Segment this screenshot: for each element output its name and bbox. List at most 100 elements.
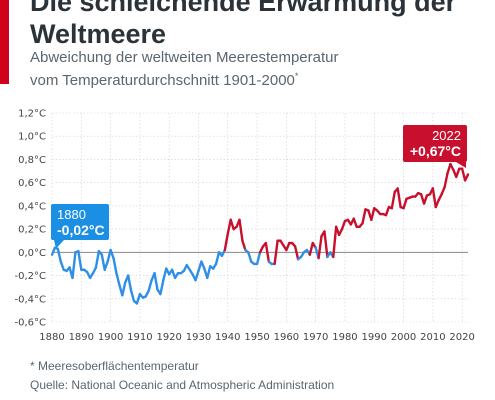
series-segment xyxy=(422,194,429,205)
temperature-series xyxy=(50,162,470,305)
y-tick-label: 0,0°C xyxy=(18,248,46,259)
series-segment xyxy=(332,225,338,259)
start-callout-year: 1880 xyxy=(57,207,86,222)
x-tick-label: 1910 xyxy=(127,332,152,343)
end-callout-year: 2022 xyxy=(432,128,461,143)
series-segment xyxy=(214,251,221,266)
series-segment xyxy=(135,292,142,305)
x-tick-label: 1980 xyxy=(332,332,357,343)
series-segment xyxy=(194,269,200,282)
series-segment xyxy=(370,207,376,222)
series-segment xyxy=(293,245,300,261)
series-segment xyxy=(147,278,153,292)
series-segment xyxy=(59,260,65,271)
series-segment xyxy=(200,260,206,270)
series-segment xyxy=(402,197,408,210)
series-segment xyxy=(162,267,168,282)
end-callout-box xyxy=(403,125,467,162)
series-segment xyxy=(273,239,279,266)
x-tick-label: 1940 xyxy=(215,332,240,343)
start-callout-box xyxy=(51,204,109,240)
series-segment xyxy=(109,248,115,260)
series-segment xyxy=(71,251,77,280)
series-segment xyxy=(238,218,244,242)
accent-bar xyxy=(0,0,9,84)
series-segment xyxy=(153,272,159,291)
series-segment xyxy=(229,218,235,231)
series-segment xyxy=(361,208,367,225)
series-segment xyxy=(77,249,83,271)
series-segment xyxy=(94,249,101,269)
subtitle-line-1: Abweichung der weltweiten Meerestemperat… xyxy=(30,49,339,66)
series-segment xyxy=(384,205,391,217)
x-tick-label: 2020 xyxy=(449,332,474,343)
y-tick-label: -0,2°C xyxy=(15,271,47,282)
start-callout: 1880 -0,02°C xyxy=(51,204,109,249)
series-segment xyxy=(121,281,127,297)
x-tick-label: 1970 xyxy=(303,332,328,343)
series-segment xyxy=(50,246,57,256)
source-note: Quelle: National Oceanic and Atmospheric… xyxy=(30,378,335,392)
y-tick-label: 0,4°C xyxy=(18,201,46,212)
series-segment xyxy=(443,172,449,189)
x-tick-label: 1890 xyxy=(69,332,94,343)
x-tick-label: 1990 xyxy=(362,332,387,343)
y-tick-label: 0,8°C xyxy=(18,155,46,166)
end-callout: 2022 +0,67°C xyxy=(403,125,467,168)
series-segment xyxy=(317,234,323,260)
series-segment xyxy=(100,253,106,271)
y-axis-ticks: 1,2°C 1,0°C 0,8°C 0,6°C 0,4°C 0,2°C 0,0°C -0,2°… xyxy=(15,109,47,329)
y-tick-label: 1,0°C xyxy=(18,132,46,143)
series-segment xyxy=(285,241,291,252)
series-segment xyxy=(463,173,470,182)
series-segment xyxy=(56,247,62,263)
series-segment xyxy=(241,239,247,252)
series-segment xyxy=(308,241,314,256)
x-tick-label: 1930 xyxy=(186,332,211,343)
series-segment xyxy=(431,187,437,209)
series-segment xyxy=(159,278,165,296)
series-segment xyxy=(223,232,229,252)
series-segment xyxy=(129,289,136,303)
series-segment xyxy=(126,274,133,292)
series-segment xyxy=(112,256,118,275)
series-segment xyxy=(115,272,121,287)
subtitle-line-2: vom Temperaturdurchschnitt 1901-2000 xyxy=(30,72,295,89)
y-tick-label: -0,6°C xyxy=(15,318,47,329)
series-segment xyxy=(103,260,109,271)
x-tick-label: 1880 xyxy=(39,332,64,343)
series-segment xyxy=(434,198,440,209)
x-tick-label: 2000 xyxy=(391,332,416,343)
start-callout-value: -0,02°C xyxy=(57,222,105,238)
series-segment xyxy=(455,167,461,179)
y-tick-label: 0,6°C xyxy=(18,178,46,189)
series-segment xyxy=(396,187,402,209)
x-axis-ticks: 1880 1890 1900 1910 1920 1930 1940 1950 1960 1970… xyxy=(39,332,475,343)
subtitle-footnote-marker: * xyxy=(294,71,299,81)
footnote: * Meeresoberflächentemperatur xyxy=(30,359,199,373)
x-tick-label: 1900 xyxy=(98,332,123,343)
x-tick-label: 2010 xyxy=(420,332,445,343)
x-tick-label: 1960 xyxy=(274,332,299,343)
series-segment xyxy=(206,265,212,280)
y-tick-label: 1,2°C xyxy=(18,109,46,120)
chart-title: Die schleichende Erwärmung der Weltmeere xyxy=(30,0,457,49)
start-callout-pointer xyxy=(54,240,64,249)
series-segment xyxy=(460,167,467,182)
series-segment xyxy=(264,241,270,263)
series-segment xyxy=(440,186,446,196)
x-tick-label: 1920 xyxy=(156,332,181,343)
end-callout-value: +0,67°C xyxy=(410,143,461,159)
series-segment xyxy=(255,251,262,266)
series-segment xyxy=(340,219,347,231)
series-segment xyxy=(247,251,253,263)
footer: * Meeresoberflächentemperatur Quelle: Na… xyxy=(30,357,334,395)
x-tick-label: 1950 xyxy=(244,332,269,343)
series-segment xyxy=(323,230,329,259)
y-tick-label: 0,2°C xyxy=(18,225,46,236)
series-segment xyxy=(352,217,358,228)
chart-subtitle: Abweichung der weltweiten Meerestemperat… xyxy=(30,48,470,90)
series-segment xyxy=(390,190,396,210)
end-callout-pointer xyxy=(456,162,466,168)
chart-area: 1,2°C 1,0°C 0,8°C 0,6°C 0,4°C 0,2°C 0,0°C -0,2°… xyxy=(15,109,475,344)
